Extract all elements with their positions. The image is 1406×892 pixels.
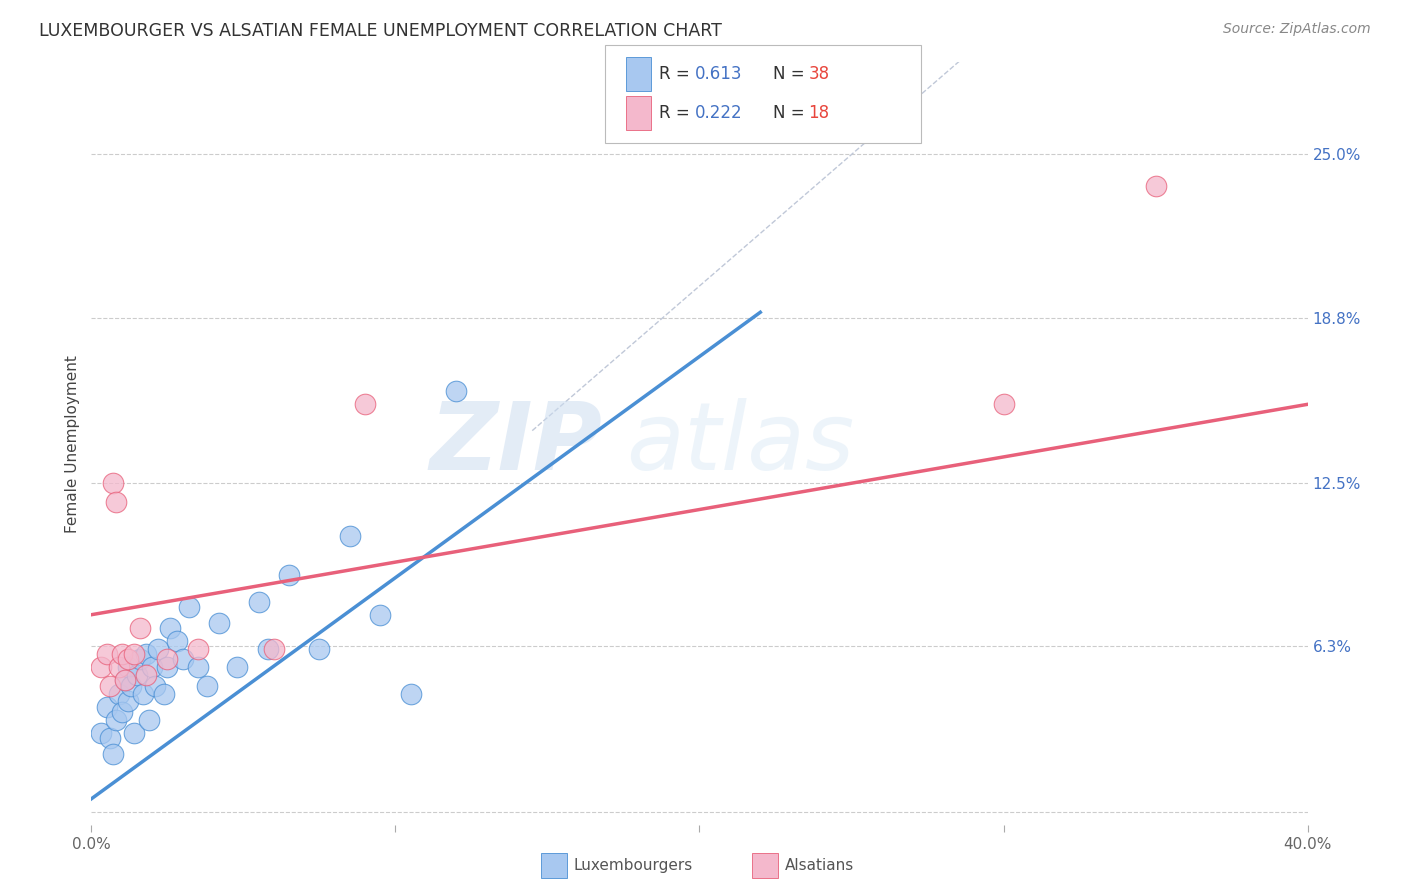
Text: Alsatians: Alsatians: [785, 858, 853, 872]
Text: ZIP: ZIP: [429, 398, 602, 490]
Point: [263, 641, 285, 656]
Point: [135, 668, 157, 682]
Text: Source: ZipAtlas.com: Source: ZipAtlas.com: [1223, 22, 1371, 37]
Point: [101, 476, 124, 491]
Point: [117, 652, 139, 666]
Point: [256, 641, 278, 656]
Text: 18: 18: [808, 104, 830, 122]
Point: [187, 660, 209, 674]
Point: [129, 652, 152, 666]
Text: 0.613: 0.613: [695, 65, 742, 83]
Y-axis label: Female Unemployment: Female Unemployment: [65, 355, 80, 533]
Point: [143, 679, 166, 693]
Point: [135, 647, 157, 661]
Point: [107, 687, 129, 701]
Point: [114, 673, 136, 688]
Point: [111, 705, 134, 719]
Point: [166, 634, 188, 648]
Point: [148, 641, 170, 656]
Point: [247, 594, 270, 608]
Point: [156, 660, 179, 674]
Point: [1144, 179, 1167, 194]
Point: [104, 713, 127, 727]
Point: [278, 568, 301, 582]
Point: [177, 599, 200, 614]
Point: [444, 384, 467, 399]
Point: [96, 699, 118, 714]
Point: [138, 713, 160, 727]
Text: LUXEMBOURGER VS ALSATIAN FEMALE UNEMPLOYMENT CORRELATION CHART: LUXEMBOURGER VS ALSATIAN FEMALE UNEMPLOY…: [39, 22, 723, 40]
Point: [122, 726, 145, 740]
Point: [117, 660, 139, 674]
Point: [129, 621, 152, 635]
Point: [172, 652, 194, 666]
Point: [104, 494, 127, 508]
Text: N =: N =: [773, 65, 810, 83]
Point: [120, 679, 142, 693]
Text: 38: 38: [808, 65, 830, 83]
Point: [98, 679, 121, 693]
Text: Luxembourgers: Luxembourgers: [574, 858, 693, 872]
Point: [114, 673, 136, 688]
Point: [96, 647, 118, 661]
Point: [153, 687, 176, 701]
Point: [993, 397, 1015, 411]
Point: [132, 687, 155, 701]
Point: [101, 747, 124, 761]
Point: [187, 641, 209, 656]
Point: [368, 607, 391, 622]
Point: [107, 660, 129, 674]
Point: [156, 652, 179, 666]
Text: N =: N =: [773, 104, 810, 122]
Point: [308, 641, 330, 656]
Point: [89, 726, 111, 740]
Point: [125, 668, 148, 682]
Point: [141, 660, 163, 674]
Text: R =: R =: [659, 65, 696, 83]
Point: [195, 679, 218, 693]
Text: R =: R =: [659, 104, 696, 122]
Point: [399, 687, 422, 701]
Point: [122, 647, 145, 661]
Point: [117, 694, 139, 708]
Point: [159, 621, 181, 635]
Text: atlas: atlas: [627, 398, 855, 490]
Text: 0.222: 0.222: [695, 104, 742, 122]
Point: [226, 660, 249, 674]
Point: [89, 660, 111, 674]
Point: [98, 731, 121, 746]
Point: [354, 397, 377, 411]
Point: [339, 529, 361, 543]
Point: [208, 615, 231, 630]
Point: [111, 647, 134, 661]
